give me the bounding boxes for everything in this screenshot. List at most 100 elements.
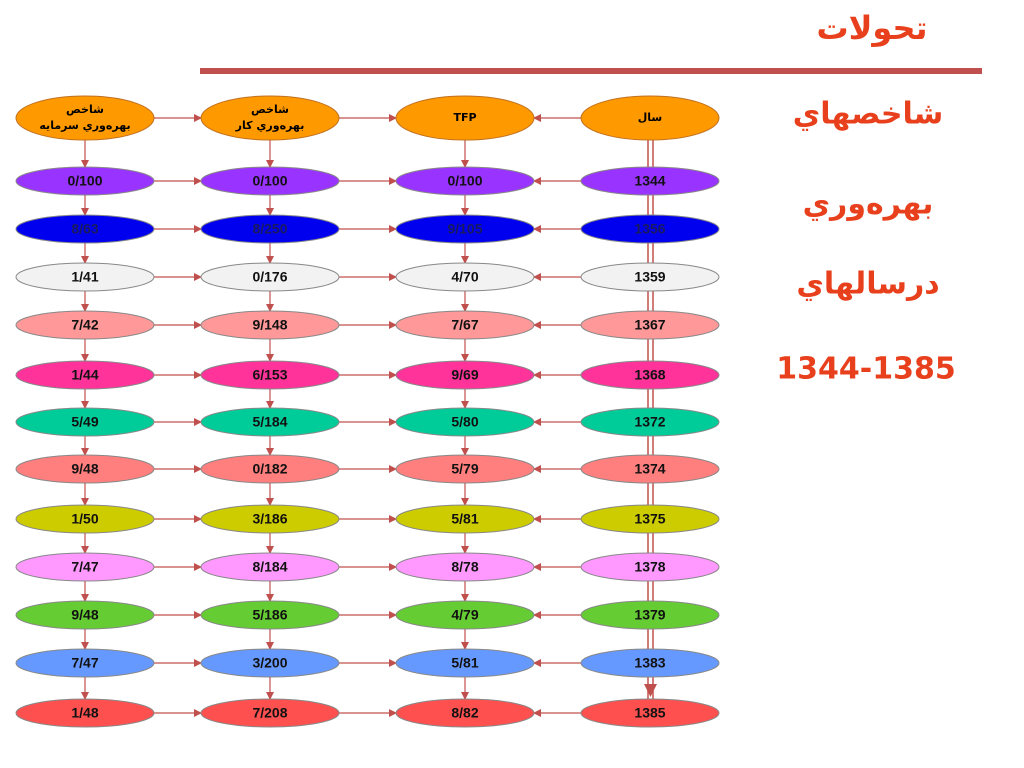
value-node xyxy=(580,504,720,534)
value-node xyxy=(395,504,535,534)
value-node xyxy=(395,310,535,340)
header-label: بهره‌وري سرمايه xyxy=(39,119,130,132)
value-label: 1372 xyxy=(634,414,665,430)
value-label: 5/186 xyxy=(252,607,287,623)
value-node xyxy=(200,310,340,340)
value-label: 8/184 xyxy=(252,559,287,575)
value-node xyxy=(200,698,340,728)
value-label: 9/48 xyxy=(71,461,98,477)
value-label: 1367 xyxy=(634,317,665,333)
value-node xyxy=(15,214,155,244)
value-node xyxy=(395,214,535,244)
value-node xyxy=(580,648,720,678)
title: تحولات xyxy=(816,9,927,47)
value-label: 0/100 xyxy=(252,173,287,189)
side-text: شاخصهاي xyxy=(793,97,944,132)
value-node xyxy=(15,454,155,484)
side-text: بهره‌وري xyxy=(803,187,934,222)
value-node xyxy=(580,310,720,340)
value-label: 1359 xyxy=(634,269,665,285)
value-label: 1/50 xyxy=(71,511,98,527)
value-label: 5/81 xyxy=(451,655,478,671)
year-rail-head xyxy=(644,684,657,697)
value-node xyxy=(580,454,720,484)
value-node xyxy=(200,262,340,292)
value-node xyxy=(580,214,720,244)
value-node xyxy=(200,552,340,582)
value-label: 0/176 xyxy=(252,269,287,285)
value-node xyxy=(580,698,720,728)
value-node xyxy=(580,360,720,390)
header-label: TFP xyxy=(453,111,476,124)
header-label: سال xyxy=(638,111,663,124)
value-node xyxy=(15,600,155,630)
value-node xyxy=(580,262,720,292)
value-label: 5/81 xyxy=(451,511,478,527)
value-node xyxy=(580,166,720,196)
value-node xyxy=(200,407,340,437)
value-label: 1/44 xyxy=(71,367,98,383)
value-label: 8/250 xyxy=(252,221,287,237)
value-label: 7/47 xyxy=(71,559,98,575)
header-node xyxy=(200,95,340,141)
header-label: شاخص xyxy=(66,103,104,116)
value-label: 1/48 xyxy=(71,705,98,721)
value-label: 7/67 xyxy=(451,317,478,333)
value-label: 4/79 xyxy=(451,607,478,623)
value-node xyxy=(200,214,340,244)
value-label: 1368 xyxy=(634,367,665,383)
diagram: شاخص بهره‌وري سرمايه شاخص بهره‌وري كار TFP سا… xyxy=(15,95,720,728)
value-label: 5/79 xyxy=(451,461,478,477)
value-label: 9/69 xyxy=(451,367,478,383)
value-label: 1383 xyxy=(634,655,665,671)
value-label: 7/42 xyxy=(71,317,98,333)
value-node xyxy=(200,600,340,630)
value-node xyxy=(395,262,535,292)
value-label: 8/78 xyxy=(451,559,478,575)
value-node xyxy=(15,648,155,678)
value-label: 3/186 xyxy=(252,511,287,527)
value-label: 8/63 xyxy=(71,221,98,237)
value-node xyxy=(395,166,535,196)
value-label: 9/148 xyxy=(252,317,287,333)
value-node xyxy=(580,600,720,630)
value-label: 0/100 xyxy=(67,173,102,189)
header-node xyxy=(580,95,720,141)
value-label: 9/105 xyxy=(447,221,482,237)
value-node xyxy=(395,407,535,437)
value-label: 1385 xyxy=(634,705,665,721)
value-node xyxy=(395,454,535,484)
value-label: 7/208 xyxy=(252,705,287,721)
side-text: درسالهاي xyxy=(796,267,939,302)
title-rule xyxy=(200,68,982,74)
value-label: 1379 xyxy=(634,607,665,623)
header-label: شاخص xyxy=(251,103,289,116)
value-node xyxy=(395,552,535,582)
value-node xyxy=(200,648,340,678)
value-node xyxy=(200,504,340,534)
value-node xyxy=(200,360,340,390)
side-text: 1344-1385 xyxy=(776,352,955,387)
value-node xyxy=(580,407,720,437)
value-node xyxy=(15,262,155,292)
value-label: 1/41 xyxy=(71,269,98,285)
value-node xyxy=(15,310,155,340)
value-label: 5/80 xyxy=(451,414,478,430)
value-label: 9/48 xyxy=(71,607,98,623)
value-node xyxy=(200,454,340,484)
value-label: 5/49 xyxy=(71,414,98,430)
value-label: 1344 xyxy=(634,173,665,189)
value-label: 0/182 xyxy=(252,461,287,477)
value-label: 7/47 xyxy=(71,655,98,671)
value-node xyxy=(395,360,535,390)
value-node xyxy=(395,648,535,678)
value-node xyxy=(15,504,155,534)
value-label: 5/184 xyxy=(252,414,287,430)
value-node xyxy=(15,360,155,390)
value-node xyxy=(395,698,535,728)
value-label: 3/200 xyxy=(252,655,287,671)
value-label: 1378 xyxy=(634,559,665,575)
value-node xyxy=(200,166,340,196)
value-label: 1375 xyxy=(634,511,665,527)
